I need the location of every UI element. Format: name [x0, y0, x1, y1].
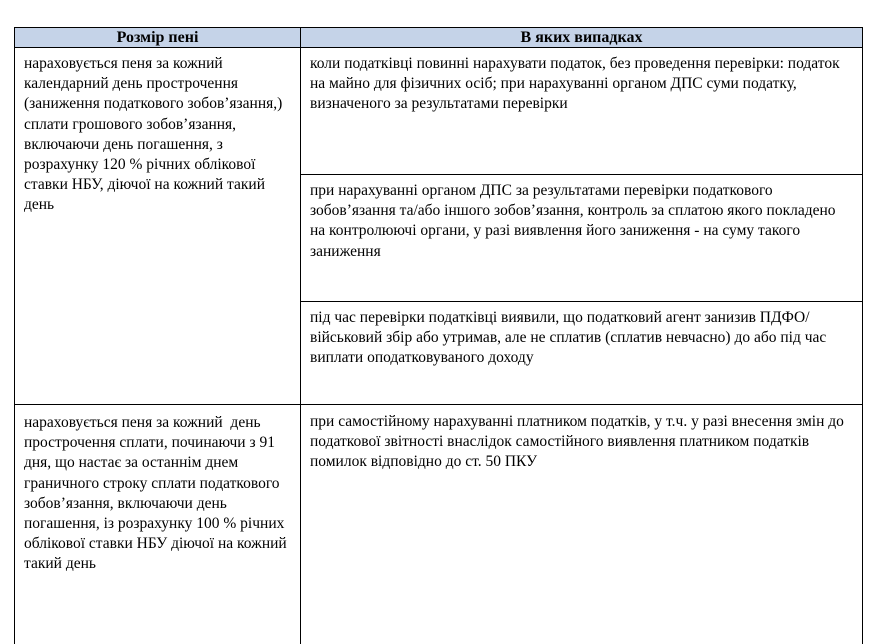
- header-row: Розмір пені В яких випадках: [14, 26, 863, 49]
- case-cell-1-1: коли податківці повинні нарахувати подат…: [300, 47, 863, 176]
- table-row: нараховується пеня за кожний календарний…: [14, 47, 863, 406]
- table-row: під час перевірки податківці виявили, що…: [15, 301, 863, 406]
- penalty-table: Розмір пені В яких випадках нараховуєтьс…: [14, 26, 863, 644]
- case-text-1-1: коли податківці повинні нарахувати подат…: [310, 55, 844, 113]
- case-text-2-1: при самостійному нарахуванні платником п…: [310, 413, 848, 471]
- table-header: Розмір пені В яких випадках: [14, 26, 863, 49]
- table-row: при нарахуванні органом ДПС за результат…: [15, 174, 863, 303]
- case-cell-2-1: при самостійному нарахуванні платником п…: [300, 404, 863, 644]
- case-cell-1-3: під час перевірки податківці виявили, що…: [300, 301, 863, 406]
- column-header-cases: В яких випадках: [300, 26, 863, 49]
- case-text-1-3: під час перевірки податківці виявили, що…: [310, 309, 831, 367]
- penalty-size-text-2: нараховується пеня за кожний день простр…: [24, 414, 291, 573]
- table-container: Розмір пені В яких випадках нараховуєтьс…: [14, 26, 863, 644]
- table-row: нараховується пеня за кожний день простр…: [14, 404, 863, 644]
- case-text-1-2: при нарахуванні органом ДПС за результат…: [310, 182, 840, 260]
- penalty-size-cell-1: нараховується пеня за кожний календарний…: [14, 47, 301, 406]
- penalty-size-text-1: нараховується пеня за кожний календарний…: [24, 55, 287, 214]
- column-header-penalty-size: Розмір пені: [14, 26, 301, 49]
- table-body: нараховується пеня за кожний календарний…: [14, 47, 863, 644]
- penalty-size-cell-2: нараховується пеня за кожний день простр…: [14, 404, 301, 644]
- case-cell-1-2: при нарахуванні органом ДПС за результат…: [300, 174, 863, 303]
